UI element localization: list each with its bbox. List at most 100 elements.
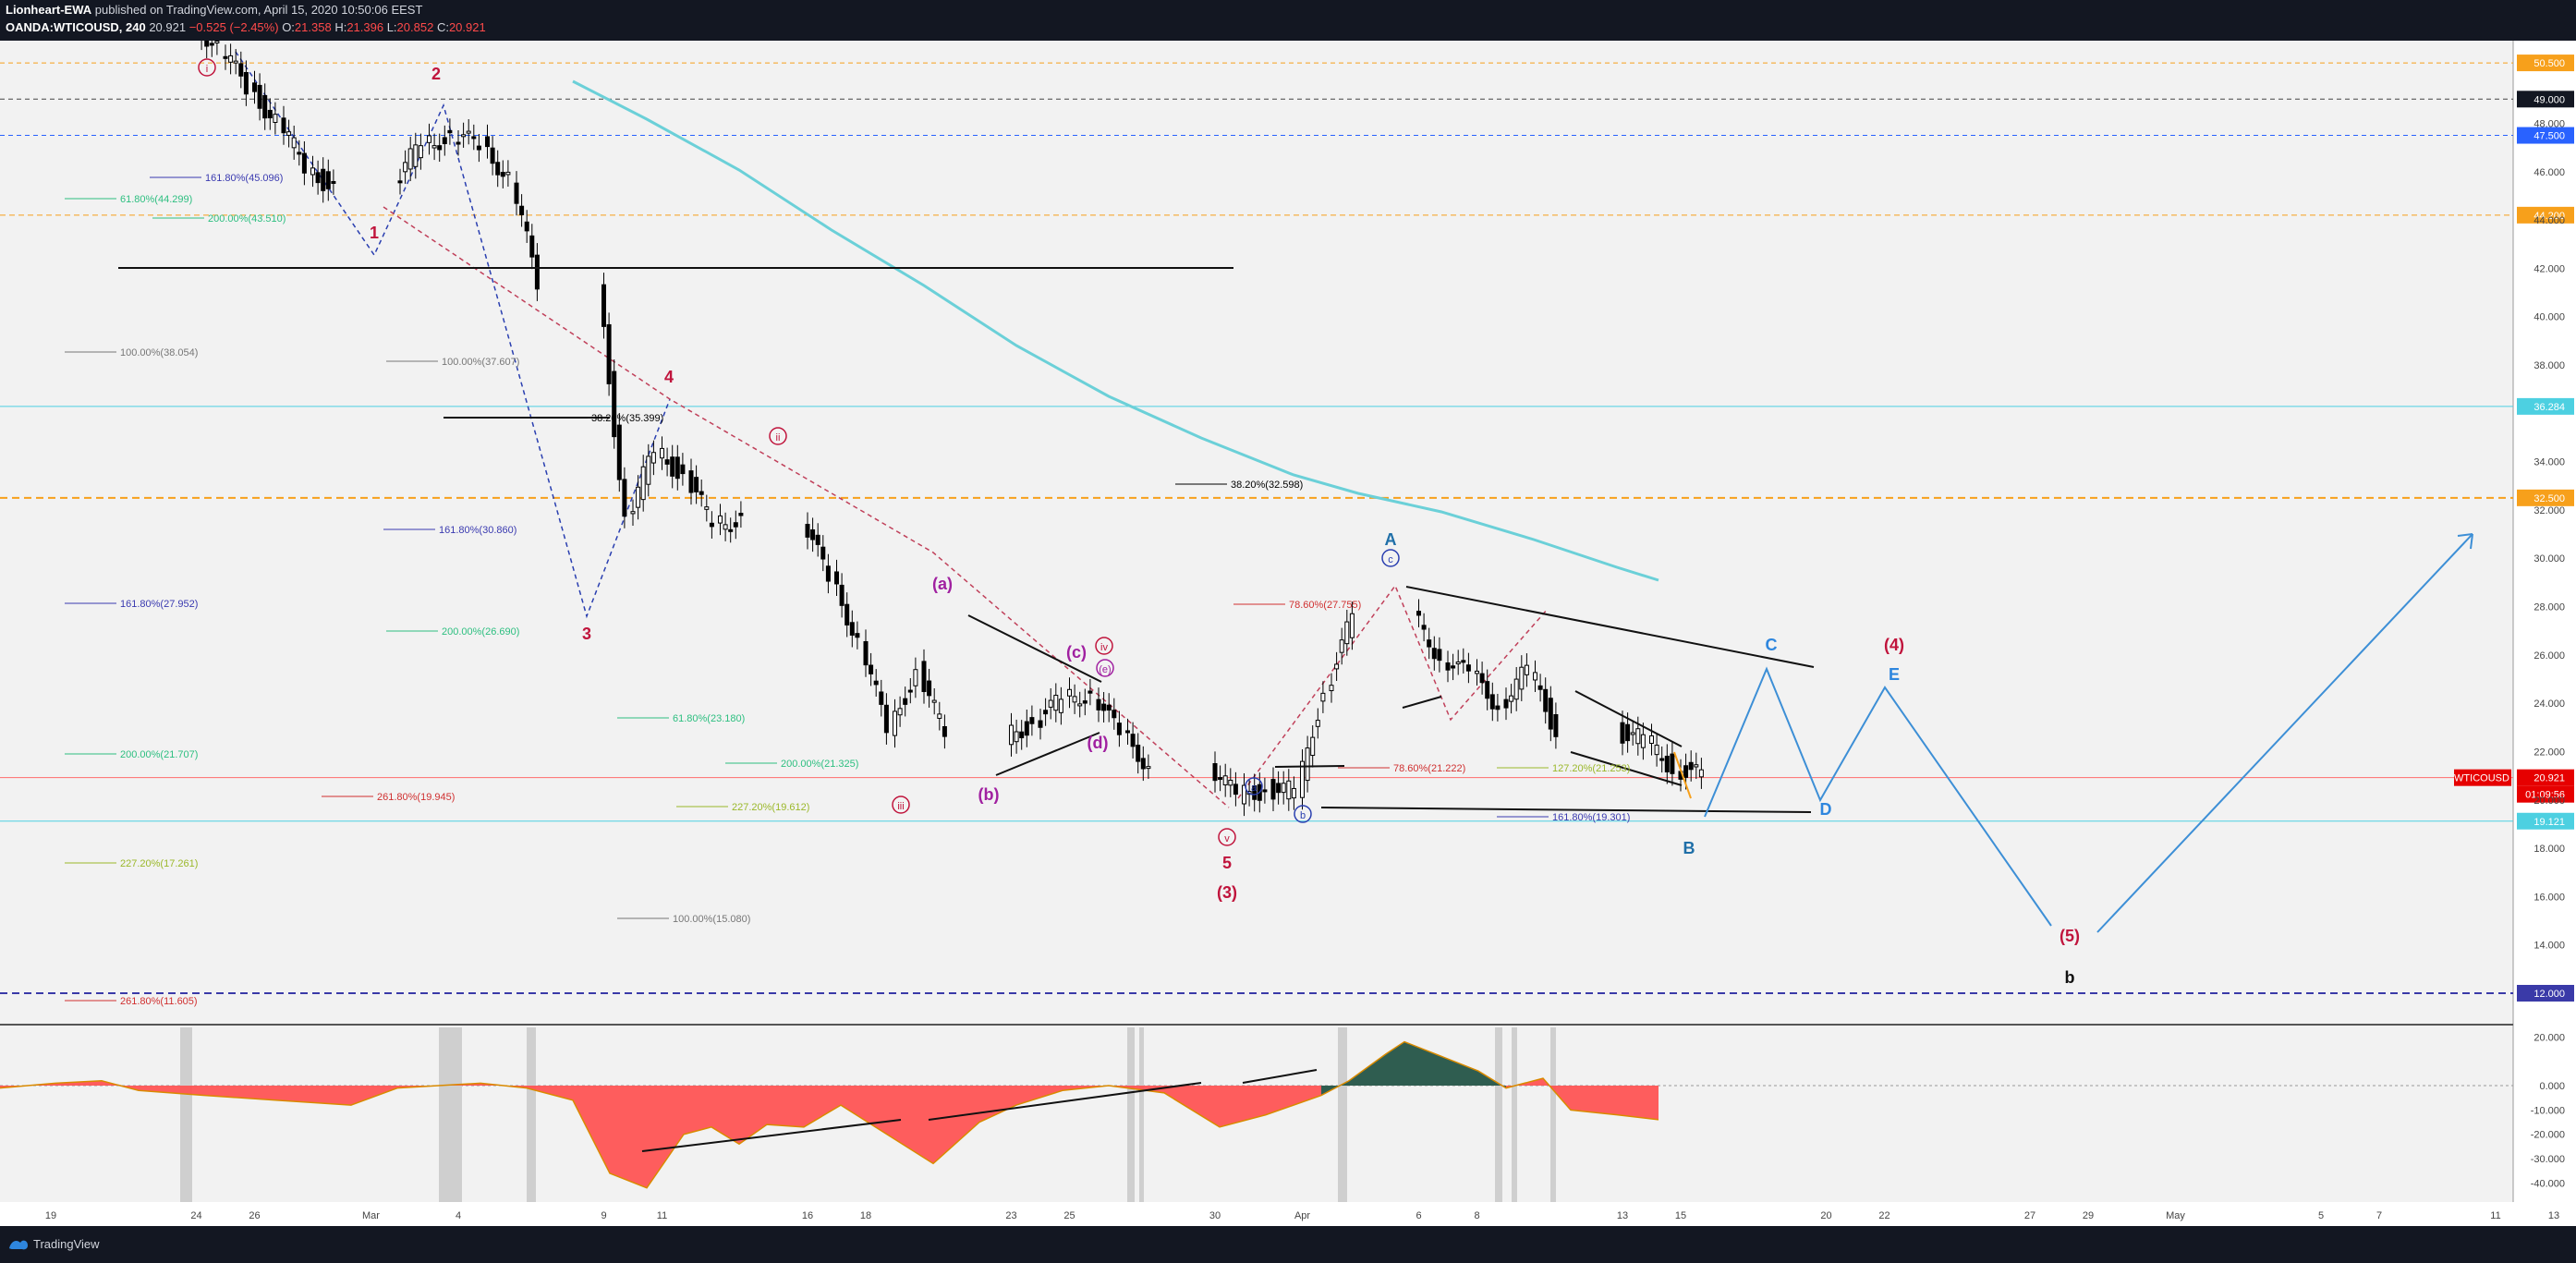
date-tick-label: Apr (1294, 1210, 1310, 1221)
candle-body (723, 524, 728, 530)
candle-body (883, 704, 889, 734)
candle-body (699, 491, 704, 495)
date-tick-label: 24 (190, 1210, 201, 1221)
candle-body (1489, 694, 1495, 710)
publish-line: Lionheart-EWA published on TradingView.c… (6, 3, 422, 17)
fib-label: 227.20%(19.612) (732, 802, 809, 813)
wave-label-circle-icon (892, 795, 910, 814)
wave-label-circle-icon (198, 58, 216, 77)
wave-label: iii (897, 801, 904, 812)
candle-body (844, 603, 850, 625)
fib-label: 127.20%(21.253) (1552, 763, 1630, 774)
date-tick-label: 20 (1820, 1210, 1831, 1221)
osc-tick-label: -10.000 (2531, 1105, 2565, 1116)
candle-body (897, 708, 903, 716)
date-tick-label: 26 (249, 1210, 260, 1221)
candle-body (1698, 769, 1704, 778)
candle-body (223, 55, 228, 59)
candle-body (1659, 758, 1665, 761)
last-price: 20.921 (149, 20, 187, 34)
candle-body (834, 571, 839, 585)
candle-body (942, 726, 947, 737)
fib-label: 227.20%(17.261) (120, 858, 198, 869)
candle-body (1548, 698, 1553, 730)
candle-body (461, 134, 467, 138)
candle-body (1242, 784, 1246, 805)
candle-body (664, 459, 670, 465)
candle-body (1281, 783, 1286, 794)
footer-brand[interactable]: TradingView (33, 1237, 100, 1251)
price-chart[interactable]: 161.80%(45.096) 61.80%(44.299) 200.00%(43.… (0, 41, 2576, 1226)
price-badge (2517, 785, 2574, 803)
price-tick-label: 18.000 (2533, 844, 2565, 855)
fib-label: 100.00%(37.607) (442, 357, 519, 368)
candle-body (427, 135, 431, 143)
projected-recovery-line (2096, 533, 2473, 933)
candle-body (805, 524, 810, 538)
price-badge-label: 36.284 (2533, 402, 2565, 413)
candle-body (1270, 779, 1276, 800)
price-tick-label: 20.000 (2533, 795, 2565, 807)
wave-label: 1 (370, 224, 379, 242)
candle-body (733, 522, 738, 528)
low-label: L: (386, 20, 397, 34)
wave-label: i (206, 64, 208, 75)
candle-body (815, 534, 820, 545)
candle-body (1509, 695, 1514, 702)
tradingview-logo-icon[interactable] (7, 1237, 30, 1252)
candle-body (1019, 731, 1025, 739)
candle-body (640, 466, 646, 501)
candle-body (297, 152, 302, 155)
candle-body (622, 479, 627, 517)
wave-label-circle-icon (769, 427, 787, 445)
price-badge-label: 19.121 (2533, 817, 2565, 828)
date-tick-label: 4 (456, 1210, 461, 1221)
fib-label: 100.00%(38.054) (120, 347, 198, 358)
candle-body (1286, 780, 1292, 800)
candle-body (204, 41, 210, 47)
wave-label: (c) (1066, 643, 1087, 662)
candle-body (660, 447, 664, 459)
date-tick-label: 7 (2376, 1210, 2382, 1221)
wave-label: c (1388, 554, 1393, 565)
price-badge (2517, 985, 2574, 1002)
price-badge (2517, 769, 2574, 786)
price-tick-label: 26.000 (2533, 650, 2565, 662)
candle-body (257, 84, 262, 109)
price-badge-label: 50.500 (2533, 58, 2565, 69)
price-badge-label: 49.000 (2533, 94, 2565, 105)
trend-line (1320, 807, 1812, 813)
wave-label: (3) (1217, 883, 1237, 902)
osc-divergence-line (1242, 1069, 1318, 1084)
osc-shade-band (1338, 1027, 1347, 1202)
wave-label: A (1385, 530, 1397, 549)
oscillator-line (0, 1040, 1659, 1189)
candle-body (431, 145, 437, 149)
wave-label: b (1300, 810, 1306, 821)
wave-label: 2 (431, 65, 441, 83)
price-badge-label: 44.200 (2533, 211, 2565, 222)
publisher-name[interactable]: Lionheart-EWA (6, 3, 92, 17)
candle-body (1519, 666, 1525, 690)
osc-tick-label: -40.000 (2531, 1178, 2565, 1189)
wave-label: a (1251, 783, 1258, 794)
candle-body (1252, 785, 1258, 800)
fib-label: 161.80%(27.952) (120, 599, 198, 610)
chart-header: Lionheart-EWA published on TradingView.c… (0, 0, 2576, 41)
trend-line (967, 614, 1102, 683)
candle-body (1543, 688, 1549, 712)
candle-body (466, 130, 471, 134)
candle-body (1451, 665, 1456, 669)
wave-label-circle-icon (1245, 777, 1263, 795)
candle-body (1479, 673, 1485, 684)
projected-wave-path (1704, 666, 2052, 927)
candle-body (1416, 611, 1421, 616)
candle-body (310, 167, 315, 176)
candle-body (670, 456, 675, 477)
candle-body (694, 477, 699, 492)
date-tick-label: 6 (1416, 1210, 1421, 1221)
price-tick-label: 40.000 (2533, 312, 2565, 323)
symbol-name[interactable]: OANDA:WTICOUSD, 240 (6, 20, 146, 34)
candle-body (447, 129, 453, 134)
candle-body (1649, 735, 1654, 745)
